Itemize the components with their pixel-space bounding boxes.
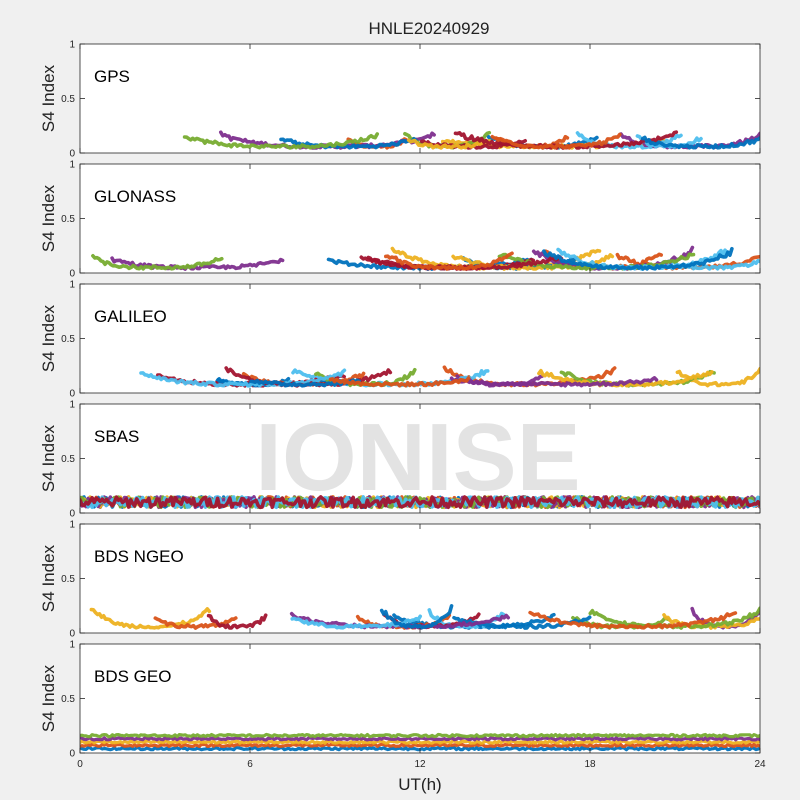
panel-6: 0 0.5 1 0 6 12 18 24 BDS GEO S4 Index [39,640,766,771]
satellite-tracks [91,245,760,271]
track-2 [80,742,760,749]
satellite-tracks [182,130,760,150]
y-tick-label: 0.5 [61,694,75,705]
track-4 [80,736,760,742]
satellite-tracks [80,732,760,752]
track-14 [206,613,268,630]
y-tick-label: 1 [69,280,75,291]
panel-3: 0 0.5 1 GALILEO S4 Index [39,280,761,400]
figure-title: HNLE20240929 [369,19,490,38]
panel-label: BDS GEO [94,667,171,686]
plot-area [80,404,760,513]
panel-5: 0 0.5 1 BDS NGEO S4 Index [39,520,761,640]
panel-label: SBAS [94,427,139,446]
y-tick-label: 0 [69,269,75,280]
x-tick-label: 0 [77,759,83,770]
y-tick-label: 0.5 [61,214,75,225]
plot-area [80,284,760,393]
track-16 [528,610,738,630]
track-16 [328,376,471,388]
y-tick-label: 0 [69,149,75,160]
y-tick-label: 0 [69,629,75,640]
track-10 [406,138,492,150]
plot-area [80,44,760,153]
y-tick-label: 1 [69,400,75,411]
satellite-tracks [89,604,760,630]
panel-1: 0 0.5 1 GPS S4 Index [39,40,761,160]
track-15 [249,378,361,388]
y-tick-label: 0.5 [61,334,75,345]
panel-label: GLONASS [94,187,176,206]
y-tick-label: 0.5 [61,454,75,465]
track-15 [542,246,734,271]
x-tick-label: 18 [584,759,596,770]
satellite-tracks [80,495,760,510]
track-5 [91,254,224,271]
x-tick-label: 6 [247,759,253,770]
track-16 [384,251,514,271]
y-tick-label: 0 [69,389,75,400]
y-tick-label: 1 [69,520,75,531]
satellite-tracks [139,365,760,388]
track-7 [80,495,760,510]
track-3 [89,607,212,630]
panel-label: GALILEO [94,307,167,326]
panel-2: 0 0.5 1 GLONASS S4 Index [39,160,761,280]
y-axis-label: S4 Index [39,424,58,492]
panel-label: GPS [94,67,130,86]
y-tick-label: 0 [69,509,75,520]
panel-label: BDS NGEO [94,547,184,566]
watermark: IONISE [255,404,580,511]
y-tick-label: 0 [69,749,75,760]
panels: 0 0.5 1 GPS S4 Index 0 0.5 1 GLONASS S4 Index 0 0.5… [39,40,766,771]
y-tick-label: 1 [69,160,75,171]
track-16 [490,132,622,150]
track-3 [80,739,760,745]
track-15 [641,135,760,150]
y-tick-label: 1 [69,640,75,651]
y-tick-label: 0.5 [61,574,75,585]
y-tick-label: 0.5 [61,94,75,105]
y-axis-label: S4 Index [39,664,58,732]
track-12 [182,132,379,150]
y-axis-label: S4 Index [39,184,58,252]
y-tick-label: 1 [69,40,75,51]
x-tick-label: 24 [754,759,766,770]
y-axis-label: S4 Index [39,304,58,372]
panel-4: 0 0.5 1 SBAS S4 Index [39,400,761,520]
x-tick-label: 12 [414,759,426,770]
track-13 [139,368,347,388]
x-axis-label: UT(h) [398,775,441,794]
plot-area [80,164,760,273]
y-axis-label: S4 Index [39,544,58,612]
track-11 [449,376,659,388]
y-axis-label: S4 Index [39,64,58,132]
track-15 [379,604,454,630]
track-5 [80,732,760,739]
track-4 [110,256,285,271]
